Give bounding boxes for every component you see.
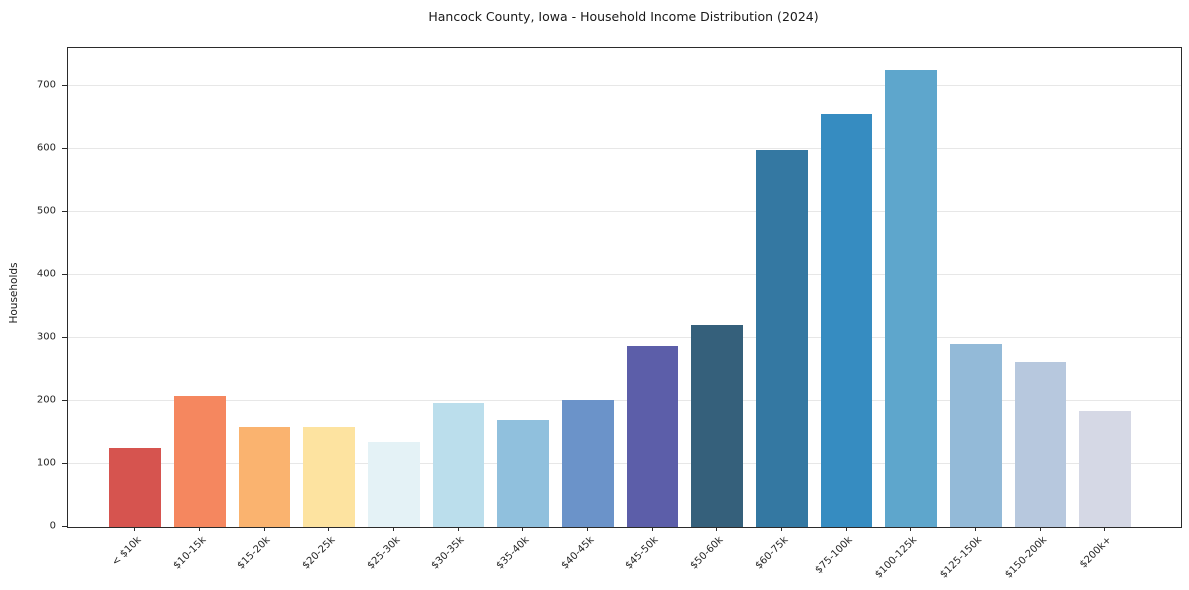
y-tick-label: 400 xyxy=(36,268,56,280)
y-axis-tick xyxy=(62,210,67,212)
x-tick-label: $15-20k xyxy=(235,534,273,572)
x-axis-tick xyxy=(1104,527,1106,531)
x-tick-label: $75-100k xyxy=(813,534,855,577)
x-tick-label: $60-75k xyxy=(753,534,791,572)
bar xyxy=(497,419,550,527)
x-tick-label: $200k+ xyxy=(1077,534,1114,571)
x-tick-label: < $10k xyxy=(109,534,144,569)
y-axis-tick xyxy=(62,462,67,464)
gridline xyxy=(68,148,1181,150)
y-axis-tick xyxy=(62,84,67,86)
x-axis-tick xyxy=(974,527,976,531)
bar xyxy=(109,448,162,527)
bar xyxy=(691,324,744,527)
x-tick-label: $40-45k xyxy=(559,534,597,572)
x-tick-label: $30-35k xyxy=(429,534,467,572)
bar xyxy=(950,344,1002,527)
y-tick-label: 600 xyxy=(36,142,56,154)
bar xyxy=(756,150,808,527)
bar xyxy=(368,441,420,527)
x-axis-tick xyxy=(134,527,136,531)
x-tick-label: $25-30k xyxy=(365,534,403,572)
plot-area xyxy=(67,47,1182,528)
gridline xyxy=(68,463,1181,465)
x-tick-label: $100-125k xyxy=(873,534,920,581)
x-axis-tick xyxy=(651,527,653,531)
x-axis-tick xyxy=(910,527,912,531)
gridline xyxy=(68,274,1181,276)
bar xyxy=(432,403,485,527)
x-tick-label: $45-50k xyxy=(623,534,661,572)
bar xyxy=(820,114,873,527)
y-tick-label: 100 xyxy=(36,457,56,469)
y-axis-tick xyxy=(62,399,67,401)
x-axis-tick xyxy=(1039,527,1041,531)
x-axis-tick xyxy=(457,527,459,531)
bar xyxy=(1014,361,1067,527)
x-axis-tick xyxy=(780,527,782,531)
y-axis-label: Households xyxy=(8,262,20,324)
x-tick-label: $125-150k xyxy=(938,534,985,581)
bar xyxy=(1079,411,1132,527)
bar xyxy=(174,395,226,527)
y-tick-label: 300 xyxy=(36,331,56,343)
chart-title: Hancock County, Iowa - Household Income … xyxy=(428,9,819,24)
x-axis-tick xyxy=(716,527,718,531)
gridline xyxy=(68,400,1181,402)
x-tick-label: $10-15k xyxy=(171,534,209,572)
x-tick-label: $20-25k xyxy=(300,534,338,572)
bar xyxy=(303,426,356,527)
x-axis-tick xyxy=(328,527,330,531)
y-tick-label: 700 xyxy=(36,79,56,91)
gridline xyxy=(68,337,1181,339)
bar xyxy=(626,346,679,527)
x-tick-label: $35-40k xyxy=(494,534,532,572)
y-tick-label: 0 xyxy=(49,520,56,532)
x-axis-tick xyxy=(522,527,524,531)
y-tick-label: 500 xyxy=(36,205,56,217)
gridline xyxy=(68,211,1181,213)
x-axis-tick xyxy=(392,527,394,531)
x-axis-tick xyxy=(586,527,588,531)
y-axis-tick xyxy=(62,147,67,149)
y-tick-label: 200 xyxy=(36,394,56,406)
bar xyxy=(562,399,614,527)
y-axis-tick xyxy=(62,526,67,527)
x-axis-tick xyxy=(263,527,265,531)
x-axis-tick xyxy=(845,527,847,531)
bar xyxy=(238,426,291,527)
y-axis-tick xyxy=(62,336,67,338)
x-tick-label: $150-200k xyxy=(1002,534,1049,581)
bar xyxy=(885,70,938,527)
y-axis-tick xyxy=(62,273,67,275)
x-tick-label: $50-60k xyxy=(688,534,726,572)
x-axis-tick xyxy=(198,527,200,531)
gridline xyxy=(68,85,1181,87)
